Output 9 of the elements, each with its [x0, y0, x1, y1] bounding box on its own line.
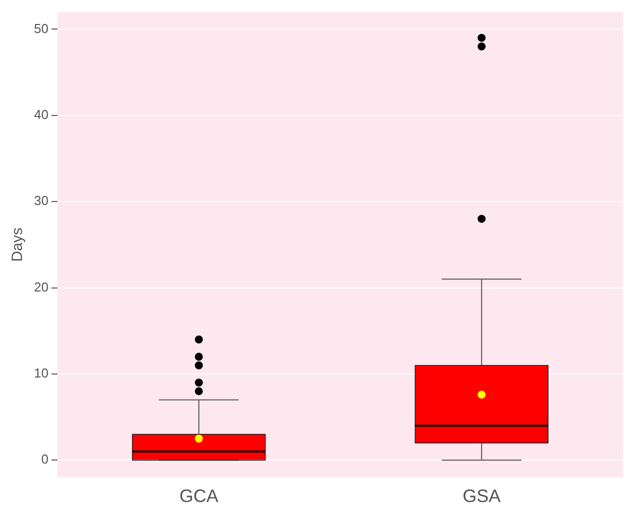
y-tick-label: 10 [34, 366, 48, 381]
x-tick-label: GCA [179, 486, 218, 506]
y-tick-label: 20 [34, 279, 48, 294]
y-tick-label: 0 [41, 452, 48, 467]
y-tick-label: 50 [34, 20, 48, 36]
x-tick-label: GSA [462, 486, 501, 506]
y-axis-title: Days [9, 228, 26, 262]
y-tick-label: 40 [34, 107, 48, 122]
y-tick-label: 30 [34, 193, 48, 208]
